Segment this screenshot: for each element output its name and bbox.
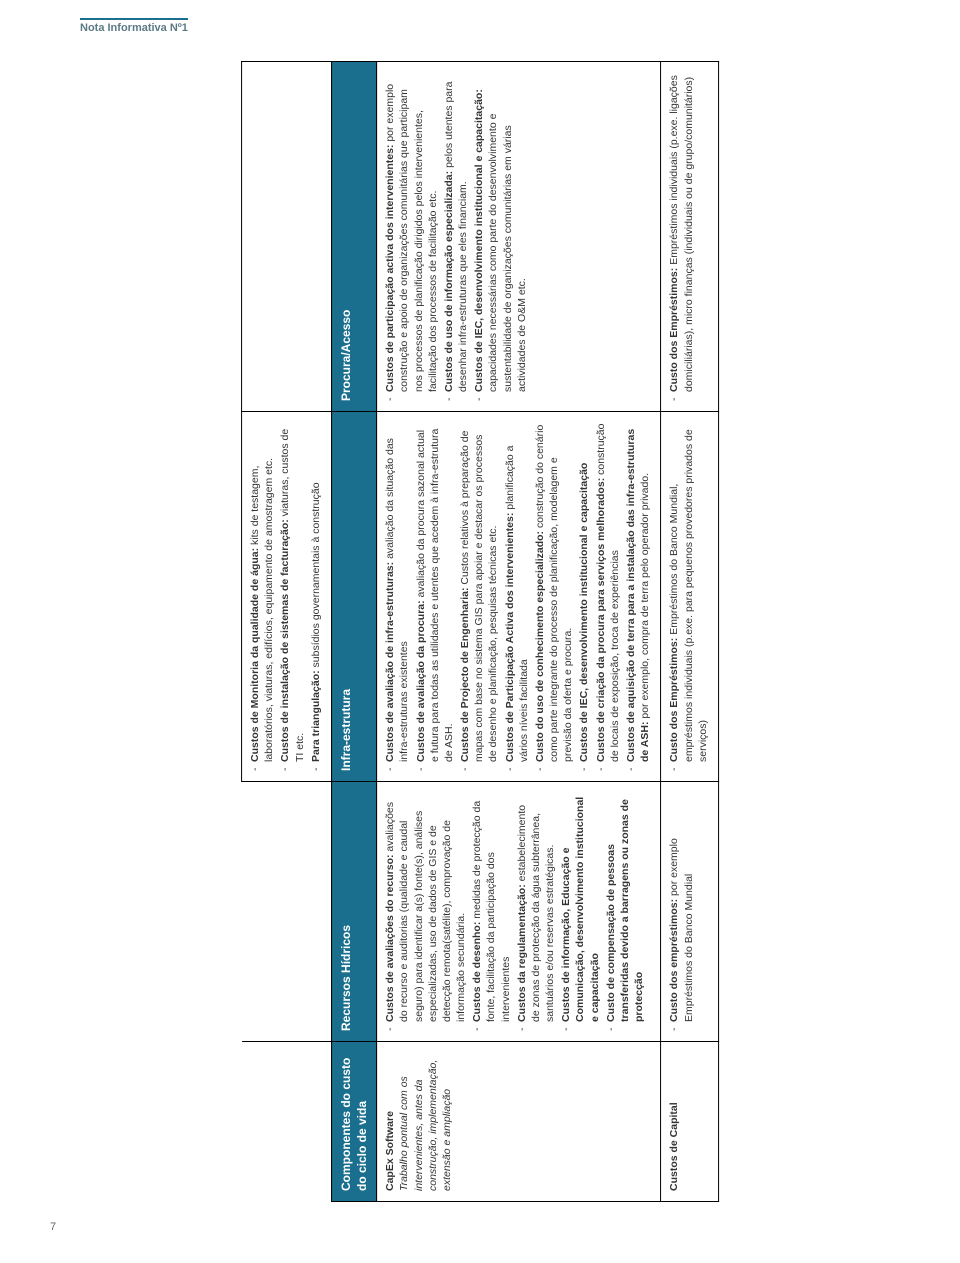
list-item-bold: Custo de compensação de pessoas transfer… [605,799,645,1022]
list-item-bold: Custos de IEC, desenvolvimento instituci… [579,462,591,761]
list-item: Custos de informação, Educação e Comunic… [559,792,602,1031]
list-item-bold: Custos de Projecto de Engenharia: [459,587,471,761]
header-procura: Procura/Acesso [331,61,376,411]
list-item: Custo dos empréstimos: por exemplo Empré… [667,792,695,1031]
list-item: Custo dos Empréstimos: Empréstimos do Ba… [667,422,710,771]
list-item-bold: Custos de avaliações do recurso: [384,854,396,1021]
list-item-bold: Custos de avaliação de infra-estruturas: [384,561,396,761]
list-item-bold: Custo dos Empréstimos: [668,637,680,761]
list-item-bold: Custos de uso de informação especializad… [443,170,455,391]
rotated-table-wrapper: Custos de Monitoria da qualidade de água… [241,62,719,1202]
list-item: Custo dos Empréstimos: Empréstimos indiv… [667,72,695,401]
list-item: Custos de uso de informação especializad… [442,72,470,401]
list-item: Custos de instalação de sistemas de fact… [278,422,306,771]
list-item: Custos de IEC, desenvolvimento instituci… [472,72,529,401]
list-item: Custos de avaliações do recurso: avaliaç… [383,792,468,1031]
row-capex-col1: Custos de avaliações do recurso: avaliaç… [377,781,661,1041]
list-item: Custos de criação da procura para serviç… [594,422,622,771]
list-item: Custos de IEC, desenvolvimento instituci… [578,422,592,771]
pre-section-cell: Custos de Monitoria da qualidade de água… [242,411,332,781]
list-item: Custos de avaliação da procura: avaliaçã… [414,422,457,771]
list-item: Custos de Projecto de Engenharia: Custos… [458,422,501,771]
list-item: Custo de compensação de pessoas transfer… [604,792,647,1031]
doc-title: Nota Informativa Nº1 [80,18,188,34]
list-item: Custos de desenho: medidas de protecção … [470,792,513,1031]
page-number: 7 [50,1221,56,1233]
row-capex-col2: Custos de avaliação de infra-estruturas:… [377,411,661,781]
blank-cell [242,61,332,411]
list-item: Custos da regulamentação: estabeleciment… [515,792,558,1031]
header-recursos: Recursos Hídricos [331,781,376,1041]
blank-cell [242,1041,332,1201]
list-item-bold: Para triangulação: [310,670,322,762]
list-item-bold: Custos de participação activa dos interv… [384,144,396,391]
list-item-rest: capacidades necessárias como parte do de… [488,113,528,391]
row-capital-label: Custos de Capital [661,1041,719,1201]
list-item: Custos de aquisição de terra para a inst… [624,422,652,771]
list-item-bold: Custos da regulamentação: [516,884,528,1022]
row-capital-col1: Custo dos empréstimos: por exemplo Empré… [661,781,719,1041]
row-capital-col2: Custo dos Empréstimos: Empréstimos do Ba… [661,411,719,781]
list-item-bold: Custos de informação, Educação e Comunic… [560,796,600,1021]
row-capital-title: Custos de Capital [667,1052,681,1191]
list-item-bold: Custo dos empréstimos: [668,898,680,1021]
table-header-row: Componentes do custo do ciclo de vida Re… [331,61,376,1201]
list-item-rest: avaliações do recurso e auditorias (qual… [384,801,467,1021]
list-item: Custos de participação activa dos interv… [383,72,440,401]
row-capex-title: CapEx Software [383,1052,397,1191]
row-capex-label: CapEx Software Trabalho pontual com os i… [377,1041,661,1201]
row-capex-col3: Custos de participação activa dos interv… [377,61,661,411]
header-infra: Infra-estrutura [331,411,376,781]
row-capex: CapEx Software Trabalho pontual com os i… [377,61,661,1201]
list-item-bold: Custos de instalação de sistemas de fact… [279,519,291,762]
list-item-bold: Custo do uso de conhecimento especializa… [534,530,546,761]
list-item-rest: por exemplo, compra de terra pelo operad… [639,472,651,721]
blank-cell [242,781,332,1041]
row-capex-subtitle: Trabalho pontual com os intervenientes, … [398,1059,453,1190]
list-item: Custos de Participação Activa dos interv… [503,422,531,771]
row-capital: Custos de Capital Custo dos empréstimos:… [661,61,719,1201]
list-item: Custos de Monitoria da qualidade de água… [248,422,276,771]
list-item-bold: Custo dos Empréstimos: [668,267,680,391]
list-item: Para triangulação: subsídios governament… [309,422,323,771]
list-item-bold: Custos de avaliação da procura: [415,600,427,762]
list-item-bold: Custos de criação da procura para serviç… [595,477,607,761]
pre-section-row: Custos de Monitoria da qualidade de água… [242,61,332,1201]
list-item-rest: subsídios governamentais à construção [310,482,322,670]
list-item-bold: Custos de IEC, desenvolvimento instituci… [473,89,485,392]
list-item-bold: Custos de Participação Activa dos interv… [504,512,516,761]
cost-table: Custos de Monitoria da qualidade de água… [241,61,719,1202]
list-item-bold: Custos de desenho: [471,921,483,1021]
list-item: Custos de avaliação de infra-estruturas:… [383,422,411,771]
header-componentes: Componentes do custo do ciclo de vida [331,1041,376,1201]
list-item-bold: Custos de Monitoria da qualidade de água… [249,547,261,761]
list-item: Custo do uso de conhecimento especializa… [533,422,576,771]
row-capital-col3: Custo dos Empréstimos: Empréstimos indiv… [661,61,719,411]
